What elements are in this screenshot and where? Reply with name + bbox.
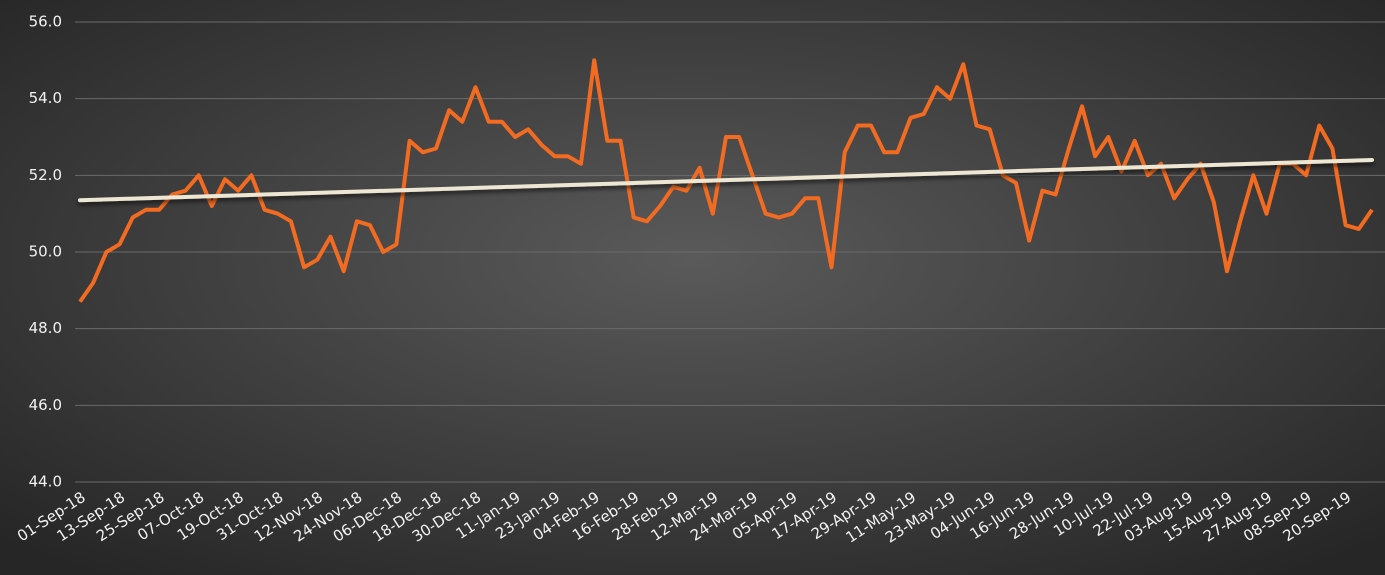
y-tick-label: 54.0 (29, 89, 62, 107)
y-tick-label: 44.0 (29, 473, 62, 491)
y-tick-label: 56.0 (29, 13, 62, 31)
y-tick-label: 52.0 (29, 166, 62, 184)
y-tick-label: 50.0 (29, 243, 62, 261)
trend-line (78, 158, 1374, 203)
y-tick-label: 48.0 (29, 319, 62, 337)
y-tick-label: 46.0 (29, 396, 62, 414)
